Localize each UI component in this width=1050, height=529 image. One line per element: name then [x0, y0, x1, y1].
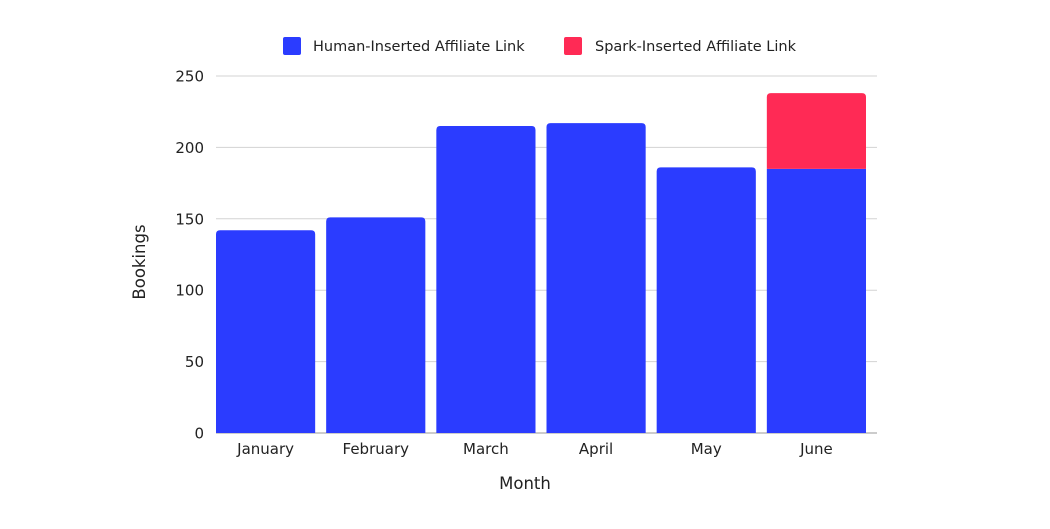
bar-january-series-0 [216, 230, 316, 433]
x-tick-label: May [691, 440, 722, 458]
legend: Human-Inserted Affiliate Link Spark-Inser… [283, 37, 797, 55]
x-tick-label: April [579, 440, 613, 458]
bar-june-series-1 [766, 93, 866, 169]
bar-march-series-0 [436, 125, 536, 433]
y-tick-label: 0 [194, 425, 204, 443]
x-axis-ticks: January February March April May June [236, 440, 833, 458]
bar-february-series-0 [326, 217, 426, 433]
legend-swatch [564, 37, 582, 55]
y-tick-label: 250 [175, 68, 204, 86]
legend-label: Spark-Inserted Affiliate Link [595, 39, 797, 55]
legend-label: Human-Inserted Affiliate Link [313, 39, 525, 55]
y-tick-label: 150 [175, 210, 204, 228]
x-tick-label: January [236, 440, 294, 458]
x-tick-label: June [799, 440, 833, 458]
bar-june-series-0 [766, 168, 866, 433]
x-tick-label: February [343, 440, 410, 458]
x-axis-title: Month [499, 474, 551, 493]
x-tick-label: March [463, 440, 509, 458]
y-tick-label: 100 [175, 282, 204, 300]
y-axis-title: Bookings [130, 224, 149, 299]
bars [216, 93, 866, 434]
y-axis-ticks: 0 50 100 150 200 250 [175, 68, 204, 443]
y-tick-label: 200 [175, 139, 204, 157]
bar-may-series-0 [656, 167, 756, 433]
legend-swatch [283, 37, 301, 55]
bar-april-series-0 [546, 123, 646, 434]
y-tick-label: 50 [185, 353, 204, 371]
